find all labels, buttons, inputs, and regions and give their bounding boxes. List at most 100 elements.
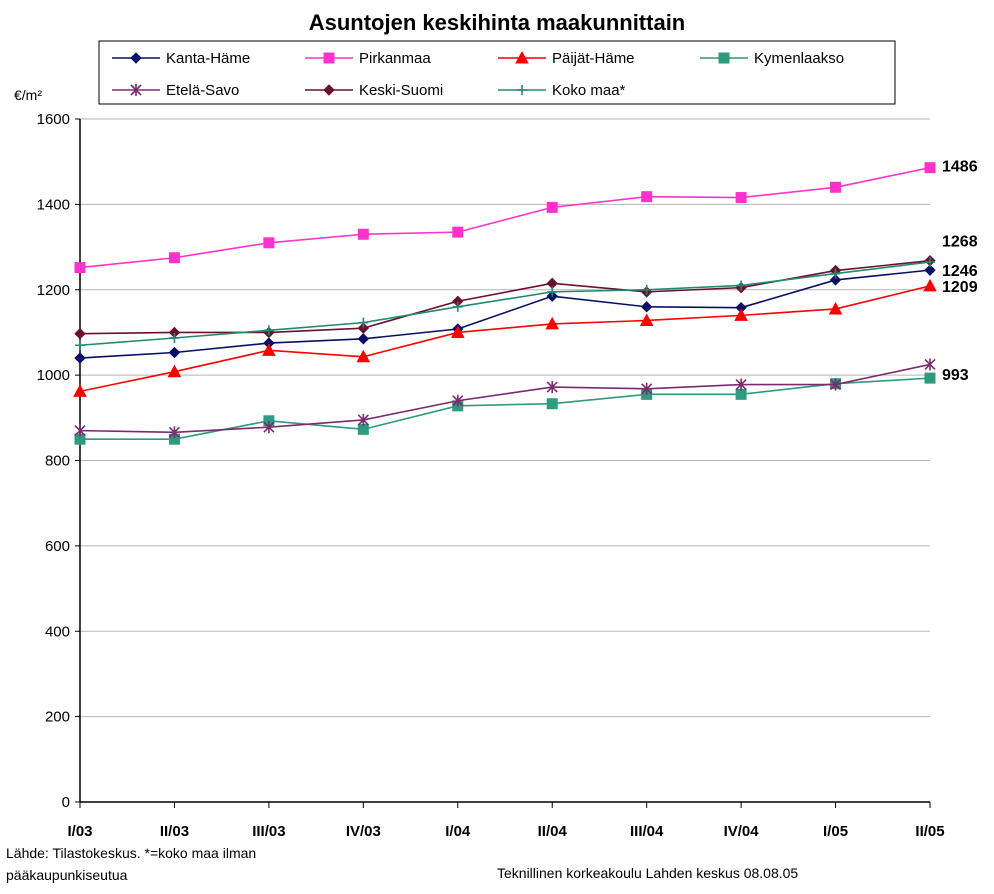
data-point: [450, 325, 465, 338]
y-tick-label: 200: [45, 709, 70, 726]
chart-title: Asuntojen keskihinta maakunnittain: [309, 10, 686, 35]
legend-box: [98, 40, 896, 105]
end-value-label: 1246: [942, 263, 978, 280]
data-point: [829, 378, 842, 391]
legend-swatch-marker: [718, 52, 730, 64]
data-point: [263, 421, 275, 434]
data-point: [546, 201, 558, 213]
x-tick-label: III/03: [252, 823, 285, 840]
legend-label: Pirkanmaa: [359, 50, 431, 67]
data-point: [924, 358, 936, 371]
data-point: [828, 301, 843, 315]
data-point: [640, 301, 653, 313]
x-tick-label: I/03: [67, 823, 92, 840]
data-point: [547, 286, 558, 297]
series-line: [79, 166, 931, 269]
y-tick-label: 400: [45, 623, 70, 640]
legend-swatch-marker: [517, 85, 527, 95]
data-point: [546, 398, 558, 410]
series-pirkanmaa: [74, 162, 936, 274]
credit-text: Teknillinen korkeakoulu Lahden keskus 08…: [497, 865, 799, 881]
data-point: [735, 388, 747, 400]
data-point: [356, 349, 371, 363]
y-tick-label: 1400: [37, 196, 70, 213]
legend-item-etel-savo: Etelä-Savo: [112, 82, 239, 99]
source-note: Lähde: Tilastokeskus. *=koko maa ilman p…: [6, 845, 257, 883]
data-point: [641, 284, 652, 295]
legend-swatch-marker: [515, 50, 529, 64]
data-point: [639, 313, 654, 326]
legend-label: Kymenlaakso: [754, 50, 844, 67]
data-point: [357, 413, 369, 426]
series-line: [79, 259, 931, 335]
series-group: [73, 162, 937, 445]
data-point: [924, 372, 936, 384]
legend-swatch-marker: [323, 52, 335, 64]
legend-item-kanta-h-me: Kanta-Häme: [112, 50, 250, 67]
x-tick-label: IV/04: [724, 823, 760, 840]
legend-label: Etelä-Savo: [166, 82, 239, 99]
legend-item-p-ij-t-h-me: Päijät-Häme: [498, 50, 635, 67]
data-point: [452, 301, 463, 312]
legend-item-koko-maa: Koko maa*: [498, 82, 626, 99]
legend-swatch-marker: [130, 84, 142, 96]
legend: Kanta-Häme Pirkanmaa Päijät-Häme Kymenlaaks…: [98, 40, 896, 105]
data-point: [546, 277, 558, 290]
data-point: [357, 322, 370, 334]
series-line: [79, 363, 931, 434]
x-tick-label: II/03: [160, 823, 189, 840]
x-tick-label: IV/03: [346, 823, 381, 840]
y-tick-label: 1000: [37, 367, 70, 384]
data-point: [73, 384, 87, 397]
y-tick-label: 1600: [37, 111, 70, 128]
data-point: [452, 394, 464, 407]
data-point: [830, 268, 841, 279]
series-line: [79, 269, 931, 359]
data-point: [168, 426, 181, 439]
x-tick-label: I/04: [445, 823, 471, 840]
legend-swatch-marker: [130, 52, 142, 64]
data-point: [74, 262, 86, 274]
y-axis-unit: €/m²: [14, 87, 42, 103]
legend-swatch-marker: [323, 84, 335, 96]
x-tick-label: III/04: [630, 823, 664, 840]
series-p-ij-t-h-me: [73, 278, 937, 397]
gridlines: 0 200 400 600 800 1000 1200 1400 1600: [37, 111, 930, 811]
legend-label: Päijät-Häme: [552, 50, 635, 67]
data-point: [262, 343, 276, 356]
y-tick-label: 600: [45, 538, 70, 555]
data-point: [735, 192, 747, 204]
data-point: [168, 346, 181, 359]
data-point: [74, 352, 86, 364]
data-point: [925, 257, 935, 268]
data-point: [357, 228, 369, 240]
data-point: [924, 264, 936, 276]
series-etel-savo: [74, 358, 936, 439]
end-value-label: 1486: [942, 159, 978, 176]
data-point: [734, 308, 748, 321]
data-point: [829, 274, 842, 286]
data-point: [168, 252, 180, 264]
series-line: [79, 285, 931, 393]
end-value-label: 1268: [942, 234, 978, 251]
data-point: [263, 325, 274, 336]
series-kanta-h-me: [74, 264, 936, 364]
data-point: [452, 226, 464, 238]
legend-item-kymenlaakso: Kymenlaakso: [700, 50, 844, 67]
data-point: [357, 333, 370, 345]
y-tick-label: 1200: [37, 282, 70, 299]
data-point: [736, 280, 747, 291]
data-point: [358, 317, 369, 328]
series-keski-suomi: [74, 255, 936, 340]
data-point: [169, 332, 180, 343]
x-tick-label: I/05: [823, 823, 848, 840]
series-koko-maa: [75, 257, 935, 351]
data-point: [74, 424, 86, 437]
series-line: [79, 261, 931, 347]
x-tick-label: II/05: [915, 823, 944, 840]
data-point: [263, 237, 275, 249]
data-point: [830, 181, 842, 193]
x-tick-label: II/04: [538, 823, 568, 840]
data-point: [167, 364, 182, 378]
data-point: [924, 162, 936, 174]
